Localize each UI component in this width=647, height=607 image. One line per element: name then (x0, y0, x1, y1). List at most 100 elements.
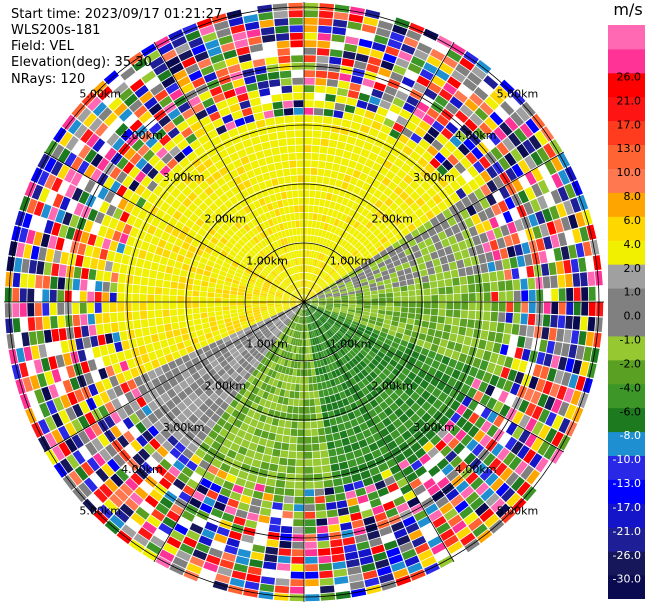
velocity-gate (262, 561, 277, 570)
velocity-gate (290, 213, 296, 221)
velocity-gate (475, 244, 485, 255)
velocity-gate (348, 504, 361, 514)
velocity-gate (263, 148, 273, 158)
velocity-gate (438, 294, 446, 302)
velocity-gate (395, 90, 409, 102)
velocity-gate (407, 62, 422, 75)
velocity-gate (461, 344, 470, 355)
velocity-gate (309, 243, 314, 251)
velocity-gate (429, 157, 441, 169)
velocity-gate (310, 266, 314, 273)
velocity-gate (334, 235, 341, 244)
velocity-gate (496, 141, 510, 156)
velocity-gate (356, 255, 364, 263)
velocity-gate (345, 451, 355, 461)
velocity-gate (416, 75, 431, 88)
velocity-gate (275, 403, 283, 412)
velocity-gate (13, 257, 23, 273)
velocity-gate (405, 273, 414, 280)
velocity-gate (257, 80, 270, 90)
velocity-gate (19, 303, 27, 317)
velocity-gate (395, 115, 408, 127)
velocity-gate (313, 473, 323, 481)
velocity-gate (377, 183, 387, 193)
velocity-gate (313, 390, 320, 399)
velocity-gate (312, 443, 320, 452)
velocity-gate (72, 302, 80, 315)
velocity-gate (393, 291, 401, 297)
velocity-gate (237, 298, 245, 302)
velocity-gate (315, 503, 326, 511)
velocity-gate (251, 459, 262, 468)
velocity-gate (508, 132, 522, 147)
range-ring-label: 2.00km (205, 379, 247, 392)
velocity-gate (290, 383, 296, 391)
velocity-gate (422, 113, 436, 126)
velocity-gate (288, 152, 296, 161)
velocity-gate (260, 26, 275, 36)
velocity-gate (263, 423, 272, 432)
velocity-gate (320, 138, 330, 147)
velocity-gate (328, 258, 335, 266)
velocity-gate (102, 292, 110, 302)
velocity-gate (441, 263, 450, 272)
velocity-gate (511, 323, 520, 336)
velocity-gate (404, 196, 415, 207)
velocity-gate (243, 14, 259, 24)
velocity-gate (304, 107, 314, 115)
velocity-gate (291, 376, 297, 384)
instrument-label: WLS200s-181 (11, 23, 101, 38)
velocity-gate (118, 321, 127, 332)
velocity-gate (294, 115, 304, 123)
velocity-gate (304, 354, 308, 362)
velocity-gate (446, 294, 454, 302)
velocity-gate (333, 11, 349, 21)
velocity-gate (585, 331, 595, 347)
velocity-gate (331, 242, 338, 250)
velocity-gate (473, 127, 487, 141)
velocity-gate (334, 227, 341, 236)
velocity-gate (328, 232, 334, 241)
velocity-gate (348, 160, 357, 169)
colorbar-tick-label: 17.0 (617, 118, 642, 131)
range-ring-label: 2.00km (371, 379, 413, 392)
velocity-gate (338, 80, 350, 90)
velocity-gate (446, 76, 462, 89)
velocity-gate (425, 260, 434, 269)
velocity-gate (563, 259, 572, 274)
velocity-gate (148, 278, 156, 287)
velocity-gate (319, 577, 334, 586)
velocity-gate (309, 291, 315, 297)
velocity-gate (250, 497, 262, 507)
velocity-gate (400, 291, 409, 297)
velocity-gate (309, 291, 315, 297)
velocity-gate (309, 406, 316, 414)
velocity-gate (396, 169, 407, 180)
velocity-gate (354, 252, 362, 260)
velocity-gate (384, 85, 398, 97)
velocity-gate (214, 306, 222, 312)
velocity-gate (404, 185, 415, 196)
velocity-gate (407, 284, 416, 291)
velocity-gate (308, 290, 314, 297)
velocity-gate (406, 29, 422, 42)
velocity-gate (352, 114, 364, 124)
velocity-gate (260, 430, 270, 439)
velocity-gate (331, 234, 338, 242)
velocity-gate (305, 541, 317, 549)
velocity-gate (169, 295, 177, 302)
velocity-gate (207, 287, 216, 293)
velocity-gate (311, 428, 319, 437)
velocity-gate (542, 314, 551, 327)
velocity-gate (124, 293, 132, 302)
velocity-gate (319, 397, 326, 405)
velocity-gate (596, 302, 604, 317)
velocity-gate (573, 287, 581, 301)
velocity-gate (145, 251, 155, 262)
velocity-gate (163, 273, 172, 281)
velocity-gate (432, 336, 441, 346)
velocity-gate (305, 257, 309, 265)
velocity-gate (267, 163, 276, 172)
velocity-gate (247, 566, 262, 576)
velocity-gate (408, 290, 416, 297)
